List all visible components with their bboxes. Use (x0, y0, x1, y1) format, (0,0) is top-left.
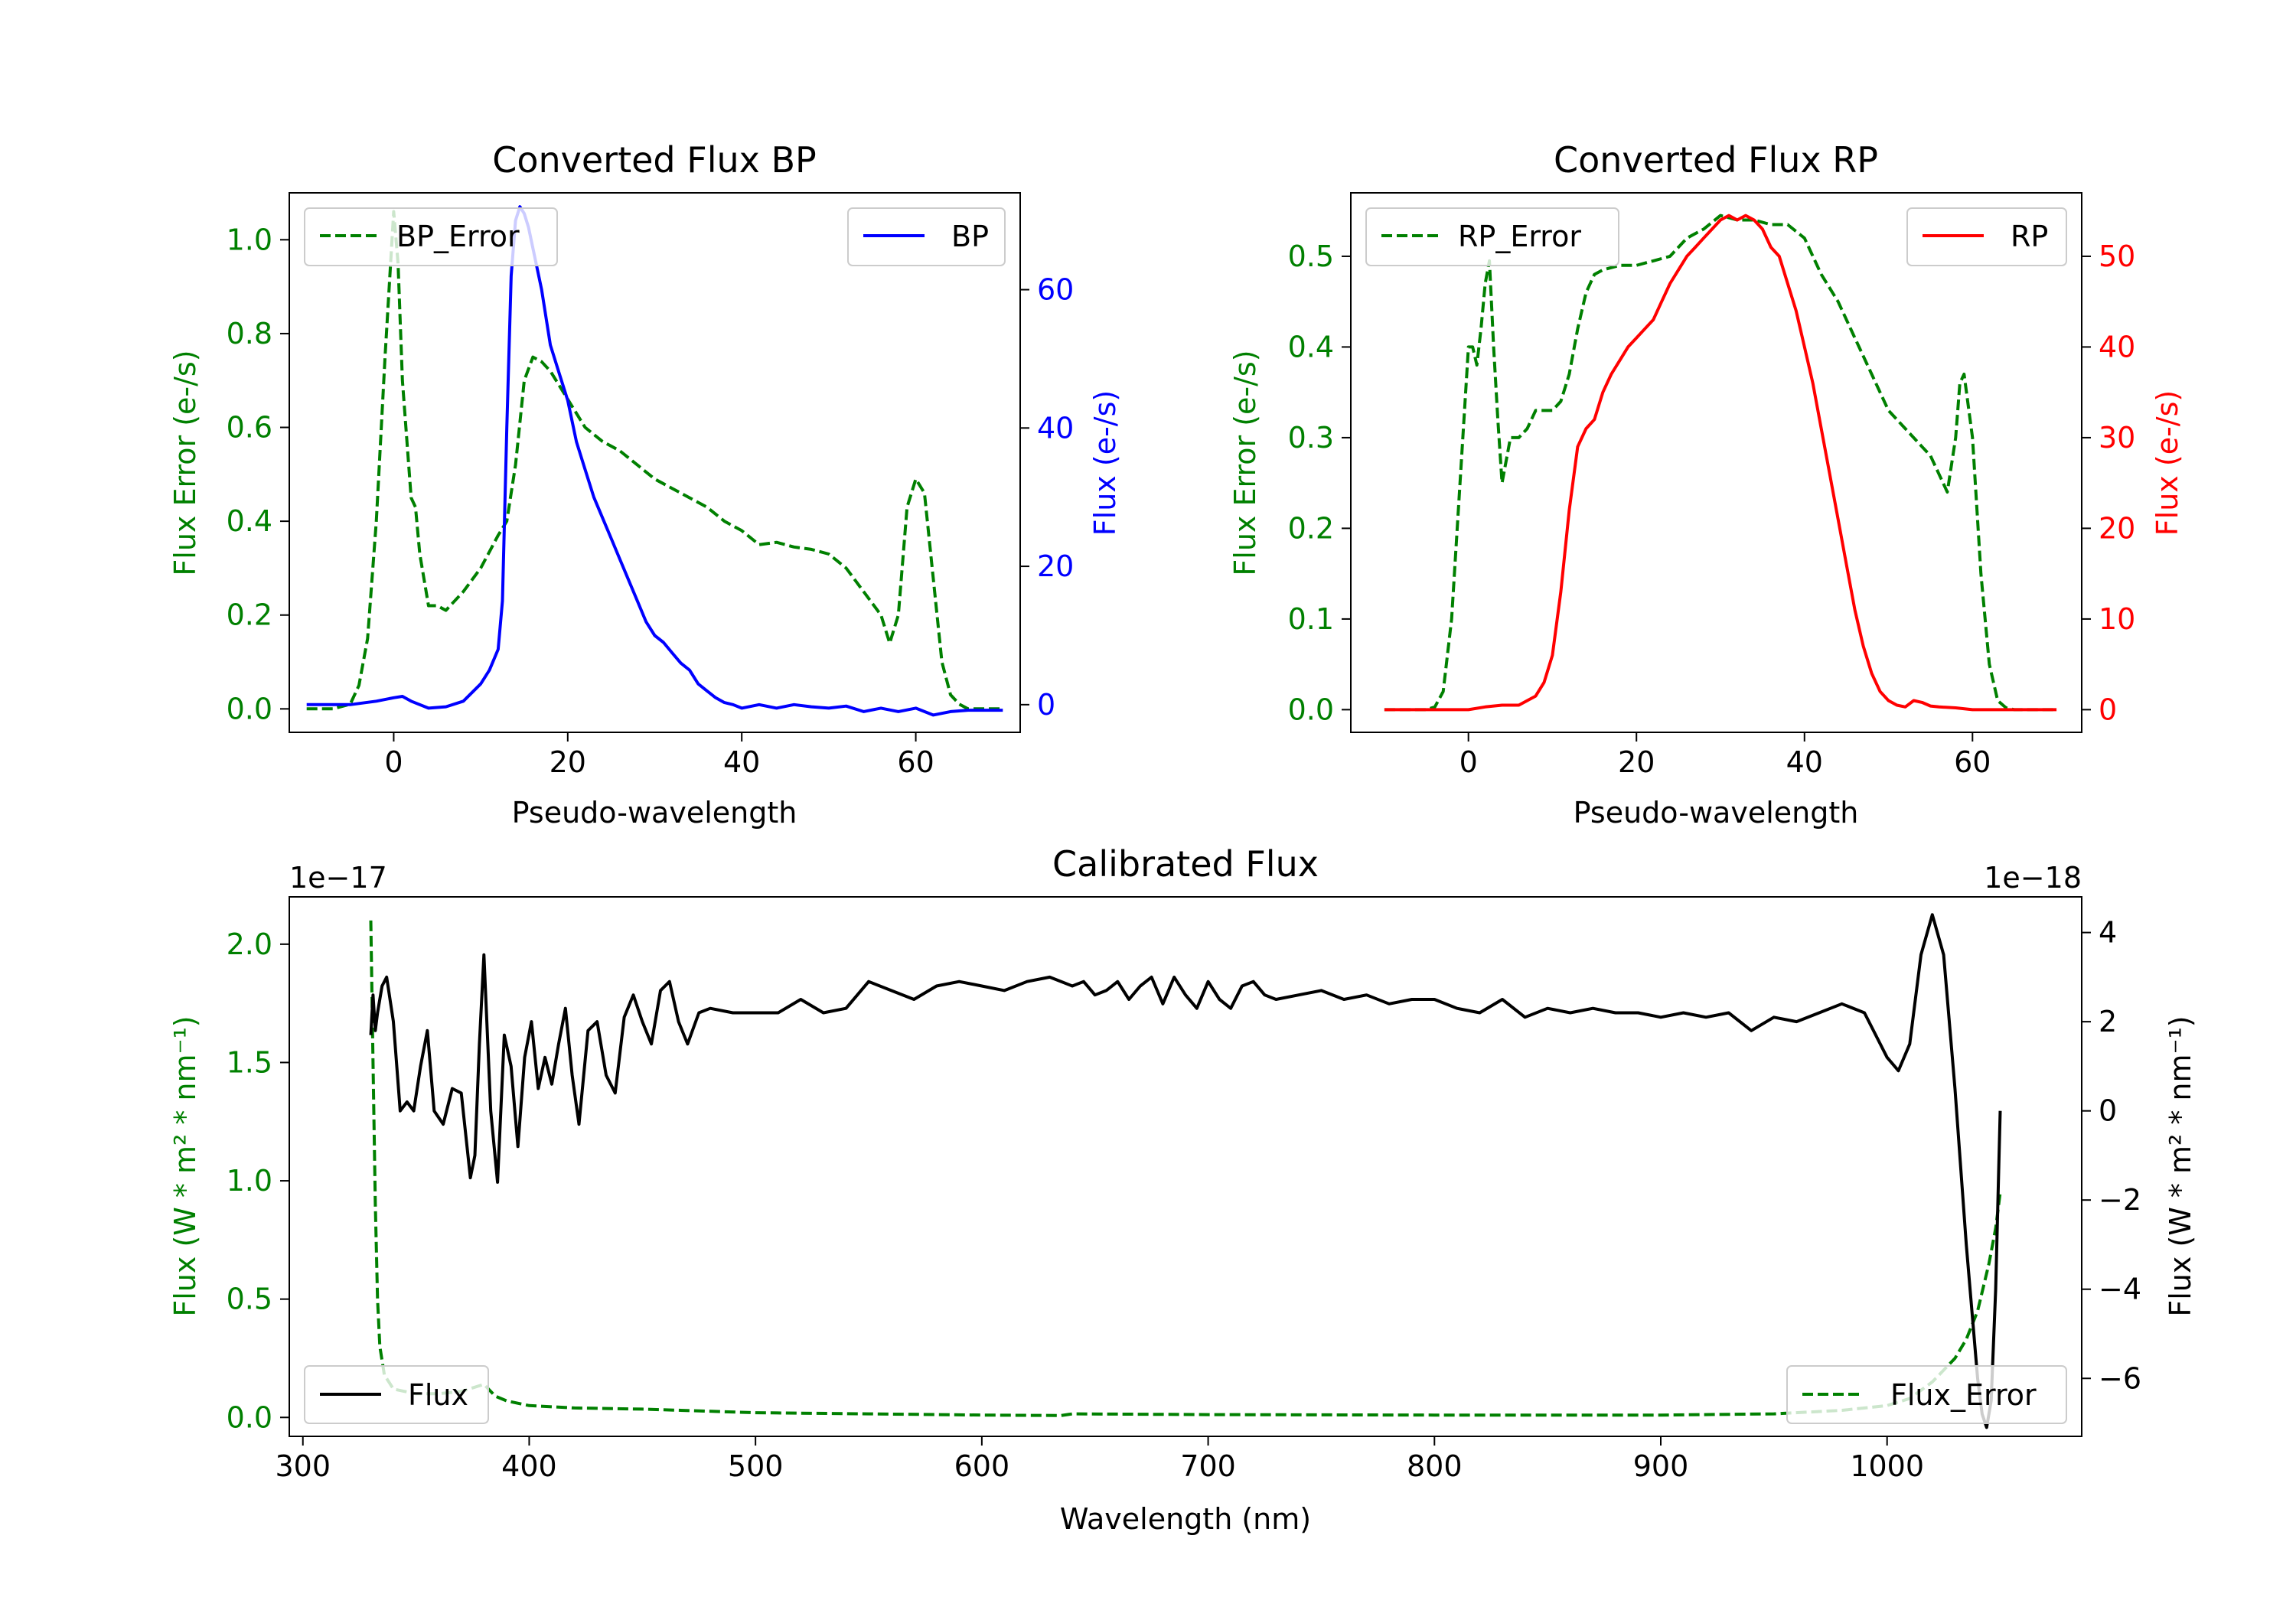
chart-cal-xtick-label: 400 (501, 1449, 557, 1483)
chart-cal-offset-right: 1e−18 (1984, 861, 2082, 895)
chart-cal-ytick-left-label: 1.0 (227, 1164, 272, 1198)
chart-rp-legend-error: RP_Error (1365, 207, 1619, 266)
chart-bp-ytick-right-label: 60 (1037, 273, 1074, 307)
chart-rp-ytick-right-label: 50 (2099, 240, 2135, 273)
chart-cal-panel: 300 400 500 600 700 800 900 1000 0.0 0.5 1.0 1.5 2.0… (168, 843, 2197, 1536)
chart-cal-ytick-right-label: 4 (2099, 916, 2117, 950)
chart-cal-xtick-label: 600 (954, 1449, 1010, 1483)
chart-cal-legend-error-label: Flux_Error (1890, 1378, 2037, 1412)
chart-rp-legend-error-label: RP_Error (1458, 220, 1581, 253)
chart-bp-legend-error: BP_Error (304, 207, 558, 266)
chart-cal-ylabel-left: Flux (W * m² * nm⁻¹) (168, 1015, 202, 1316)
chart-cal-ticks: 300 400 500 600 700 800 900 1000 0.0 0.5 1.0 1.5 2.0… (227, 916, 2141, 1483)
chart-bp-ylabel-right: Flux (e-/s) (1088, 390, 1122, 536)
chart-rp-title: Converted Flux RP (1554, 139, 1878, 181)
chart-cal-frame (289, 896, 2082, 1437)
chart-cal-xtick-label: 800 (1407, 1449, 1463, 1483)
chart-bp-series-bp-error-line (306, 210, 1003, 711)
chart-rp-ytick-left-label: 0.1 (1288, 602, 1334, 636)
chart-cal-legend-flux-label: Flux (408, 1378, 468, 1412)
chart-rp-ytick-left-label: 0.3 (1288, 421, 1334, 455)
chart-bp-legend-flux-label: BP (951, 220, 989, 253)
chart-cal-ytick-left-label: 0.0 (227, 1400, 272, 1434)
chart-rp-series-rp-line (1384, 214, 2057, 712)
chart-cal-series-layer (369, 913, 2002, 1429)
chart-rp-frame (1350, 192, 2082, 733)
chart-bp-ytick-left-label: 0.4 (227, 504, 272, 538)
chart-rp-ytick-right-label: 20 (2099, 511, 2135, 545)
chart-cal-xtick-label: 300 (275, 1449, 331, 1483)
chart-rp-ytick-right-label: 40 (2099, 330, 2135, 363)
chart-rp-ytick-left-label: 0.4 (1288, 330, 1334, 363)
chart-bp-xtick-label: 60 (897, 745, 934, 779)
chart-cal-xtick-label: 900 (1633, 1449, 1689, 1483)
chart-bp-ytick-right-label: 40 (1037, 411, 1074, 445)
chart-rp-xtick-label: 20 (1618, 745, 1655, 779)
chart-cal-xtick-label: 1000 (1850, 1449, 1924, 1483)
chart-rp-ytick-right-label: 30 (2099, 421, 2135, 455)
chart-rp-xtick-label: 0 (1459, 745, 1478, 779)
chart-cal-ytick-right-label: −2 (2099, 1183, 2141, 1217)
chart-bp-xtick-label: 20 (550, 745, 586, 779)
chart-rp-legend-flux-label: RP (2011, 220, 2048, 253)
chart-rp-xtick-label: 60 (1954, 745, 1991, 779)
chart-rp-ticks: 0 20 40 60 0.0 0.1 0.2 0.3 0.4 0.5 0 10 20 30 40 50 (1288, 240, 2136, 779)
chart-rp-panel: 0 20 40 60 0.0 0.1 0.2 0.3 0.4 0.5 0 10 20 30 40 50 Con… (1228, 139, 2184, 830)
chart-rp-series-layer (1384, 214, 2057, 712)
chart-bp-series-layer (306, 205, 1003, 717)
chart-cal-xtick-label: 500 (728, 1449, 784, 1483)
chart-bp-xlabel: Pseudo-wavelength (512, 796, 797, 830)
chart-bp-ytick-left-label: 0.0 (227, 692, 272, 725)
chart-cal-ylabel-right: Flux (W * m² * nm⁻¹) (2164, 1015, 2197, 1316)
chart-bp-ytick-right-label: 20 (1037, 549, 1074, 583)
chart-cal-ytick-left-label: 1.5 (227, 1045, 272, 1079)
chart-bp-legend-flux: BP (847, 207, 1006, 266)
chart-bp-title: Converted Flux BP (492, 139, 817, 181)
chart-bp-ticks: 0 20 40 60 0.0 0.2 0.4 0.6 0.8 1.0 0 20 40 60 (227, 223, 1075, 779)
chart-cal-xtick-label: 700 (1180, 1449, 1236, 1483)
chart-rp-xtick-label: 40 (1786, 745, 1823, 779)
chart-rp-ytick-left-label: 0.0 (1288, 693, 1334, 726)
chart-cal-ytick-right-label: 0 (2099, 1094, 2117, 1128)
chart-cal-series-flux-line (369, 913, 2002, 1429)
chart-cal-ytick-right-label: −4 (2099, 1273, 2141, 1306)
chart-rp-series-rp-error-line (1384, 214, 2057, 712)
chart-bp-ylabel-left: Flux Error (e-/s) (168, 350, 202, 575)
chart-rp-xlabel: Pseudo-wavelength (1574, 796, 1859, 830)
chart-rp-ytick-left-label: 0.5 (1288, 240, 1334, 273)
chart-cal-legend-error: Flux_Error (1786, 1365, 2067, 1424)
chart-bp-ytick-right-label: 0 (1037, 688, 1055, 722)
chart-bp-panel: 0 20 40 60 0.0 0.2 0.4 0.6 0.8 1.0 0 20 40 60 Convert… (168, 139, 1122, 830)
chart-bp-ytick-left-label: 0.2 (227, 598, 272, 632)
chart-rp-ylabel-left: Flux Error (e-/s) (1228, 350, 1262, 575)
chart-bp-frame (289, 192, 1021, 733)
chart-cal-legend-flux: Flux (304, 1365, 489, 1424)
chart-bp-ytick-left-label: 0.6 (227, 411, 272, 445)
chart-bp-ytick-left-label: 0.8 (227, 317, 272, 350)
chart-rp-ytick-left-label: 0.2 (1288, 511, 1334, 545)
chart-rp-ylabel-right: Flux (e-/s) (2151, 390, 2184, 536)
chart-rp-ytick-right-label: 10 (2099, 602, 2135, 636)
chart-rp-legend-flux: RP (1906, 207, 2067, 266)
chart-bp-xtick-label: 40 (723, 745, 760, 779)
chart-cal-ytick-right-label: 2 (2099, 1005, 2117, 1038)
chart-bp-legend-error-label: BP_Error (396, 220, 520, 253)
chart-bp-series-bp-line (306, 205, 1003, 717)
chart-rp-ytick-right-label: 0 (2099, 693, 2117, 726)
chart-bp-xtick-label: 0 (384, 745, 403, 779)
chart-cal-ytick-left-label: 2.0 (227, 927, 272, 961)
chart-cal-ytick-left-label: 0.5 (227, 1283, 272, 1316)
chart-bp-ytick-left-label: 1.0 (227, 223, 272, 256)
chart-cal-offset-left: 1e−17 (289, 861, 387, 895)
chart-cal-ytick-right-label: −6 (2099, 1361, 2141, 1395)
chart-cal-title: Calibrated Flux (1052, 843, 1319, 885)
chart-cal-xlabel: Wavelength (nm) (1060, 1502, 1311, 1536)
